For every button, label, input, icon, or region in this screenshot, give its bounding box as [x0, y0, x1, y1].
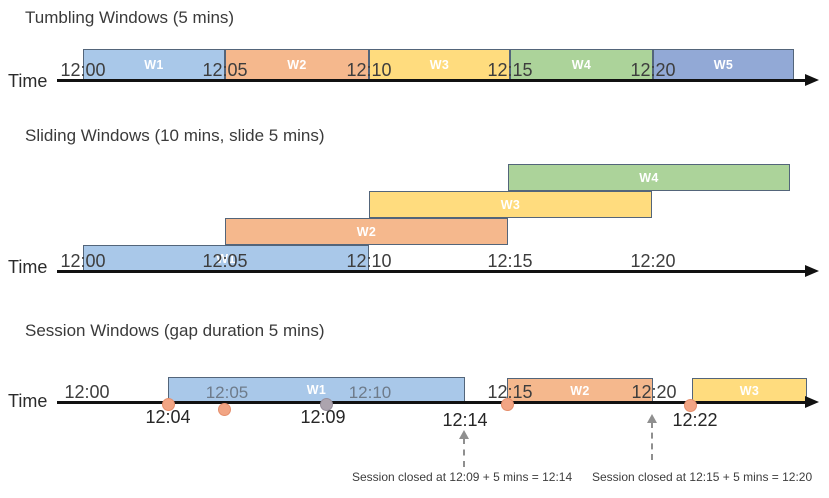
time-axis [57, 270, 808, 273]
tick-12-00: 12:00 [64, 382, 110, 402]
event-dot-unlabeled [218, 403, 231, 416]
window-label: W3 [500, 197, 521, 212]
annotation-session-closed-1: Session closed at 12:09 + 5 mins = 12:14 [352, 470, 573, 484]
event-time-label-12-09: 12:09 [300, 407, 346, 427]
event-time-label-12-04: 12:04 [145, 407, 191, 427]
window-label: W3 [739, 383, 760, 398]
window-label: W2 [570, 383, 590, 398]
tick-12-10: 12:10 [346, 251, 392, 271]
tick-12-05: 12:05 [205, 383, 249, 402]
tumbling-window-w1: W1 [83, 49, 225, 81]
window-label: W1 [306, 383, 327, 397]
event-dot-12-09 [320, 398, 333, 411]
annotation-session-closed-2: Session closed at 12:15 + 5 mins = 12:20 [592, 470, 813, 484]
arrow-up-icon [459, 430, 469, 439]
arrow-up-icon [647, 414, 657, 423]
event-dot-12-22 [684, 399, 697, 412]
session-window-w1: W1 [168, 377, 465, 403]
time-axis [57, 79, 808, 82]
time-axis-label: Time [8, 257, 48, 277]
sliding-title: Sliding Windows (10 mins, slide 5 mins) [25, 126, 325, 145]
event-time-label-12-14: 12:14 [442, 410, 488, 430]
tick-12-15: 12:15 [487, 251, 533, 271]
tumbling-window-w5: W5 [653, 49, 794, 81]
tick-12-20: 12:20 [630, 60, 676, 80]
tumbling-window-w3: W3 [369, 49, 510, 81]
session-title: Session Windows (gap duration 5 mins) [25, 321, 325, 340]
time-axis-arrow-icon [805, 265, 819, 277]
time-axis-label: Time [8, 71, 48, 91]
event-dot-12-04 [162, 398, 175, 411]
window-label: W2 [356, 224, 377, 239]
window-label: W5 [713, 58, 734, 72]
sliding-window-w2: W2 [225, 218, 508, 245]
tick-12-20: 12:20 [630, 251, 676, 271]
tick-12-00: 12:00 [60, 251, 106, 271]
event-time-label-12-22: 12:22 [672, 410, 718, 430]
sliding-window-w4: W4 [508, 164, 790, 191]
tick-12-00: 12:00 [60, 60, 106, 80]
window-label: W4 [571, 58, 592, 72]
event-dot-12-15 [501, 398, 514, 411]
tick-12-15: 12:15 [487, 60, 533, 80]
tick-12-05: 12:05 [202, 251, 248, 271]
window-label: W4 [639, 170, 659, 185]
arrow-stem [651, 422, 653, 460]
session-window-w2: W2 [507, 378, 653, 403]
time-axis-arrow-icon [805, 74, 819, 86]
tick-12-10: 12:10 [346, 60, 392, 80]
tumbling-title: Tumbling Windows (5 mins) [25, 8, 235, 27]
sliding-window-w3: W3 [369, 191, 652, 218]
sliding-window-w1: W1 [83, 245, 369, 272]
session-window-w3: W3 [692, 378, 807, 403]
window-label: W1 [144, 58, 164, 72]
tick-12-10: 12:10 [348, 383, 392, 402]
arrow-stem [463, 438, 465, 467]
window-label: W2 [287, 58, 307, 72]
time-axis-arrow-icon [805, 396, 819, 408]
window-label: W3 [429, 58, 450, 72]
window-label: W1 [216, 251, 236, 266]
tick-12-20: 12:20 [631, 382, 677, 402]
time-axis-label: Time [8, 391, 48, 411]
time-axis [57, 401, 808, 404]
tick-12-15: 12:15 [487, 382, 533, 402]
tick-12-05: 12:05 [202, 60, 248, 80]
